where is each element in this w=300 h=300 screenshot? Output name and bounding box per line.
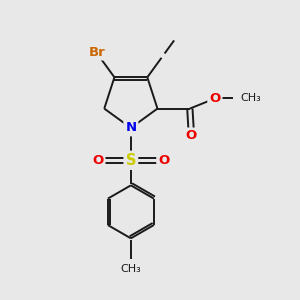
- Text: CH₃: CH₃: [241, 93, 262, 103]
- Text: O: O: [186, 130, 197, 142]
- Text: Br: Br: [89, 46, 106, 59]
- Text: O: O: [209, 92, 220, 105]
- Text: CH₃: CH₃: [121, 264, 141, 274]
- Text: O: O: [92, 154, 104, 167]
- Text: O: O: [158, 154, 169, 167]
- Text: N: N: [125, 122, 136, 134]
- Text: S: S: [126, 153, 136, 168]
